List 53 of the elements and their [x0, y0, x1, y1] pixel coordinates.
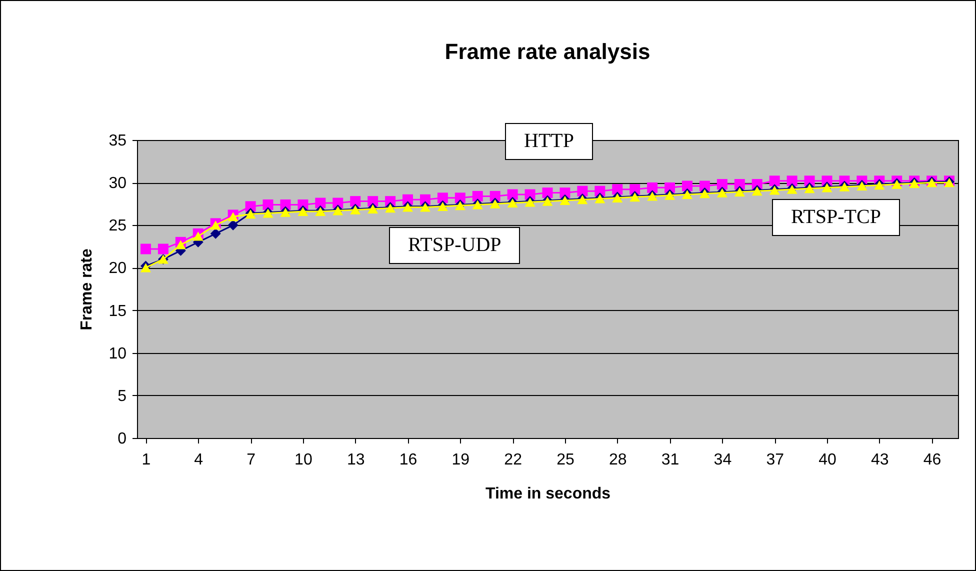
x-tick-label: 10 [294, 452, 312, 468]
point [158, 244, 168, 254]
x-tick-label: 4 [194, 452, 204, 468]
point [647, 182, 658, 193]
y-tick-label: 0 [118, 430, 127, 448]
x-tick-label: 40 [818, 452, 836, 468]
y-tick-label: 35 [108, 132, 127, 150]
point [140, 263, 151, 272]
x-tick-label: 19 [452, 452, 470, 468]
point [228, 220, 238, 230]
x-tick-label: 16 [399, 452, 418, 468]
y-tick-label: 30 [108, 175, 127, 192]
point [140, 244, 151, 254]
x-tick-label: 46 [923, 452, 942, 468]
x-tick-label: 25 [556, 452, 574, 468]
x-tick-label: 37 [766, 452, 784, 468]
x-tick-label: 34 [714, 452, 732, 468]
point [262, 199, 274, 210]
x-tick-label: 13 [346, 452, 365, 468]
y-tick-label: 5 [118, 388, 127, 405]
x-tick-label: 22 [504, 452, 522, 468]
annotation: RTSP-TCP [772, 199, 900, 236]
x-tick-label: 31 [661, 452, 680, 468]
x-tick-label: 28 [608, 452, 627, 468]
x-tick-label: 1 [142, 452, 151, 468]
y-tick-label: 15 [108, 302, 127, 320]
point [612, 184, 623, 195]
point [228, 212, 238, 222]
point [192, 232, 204, 241]
point [577, 186, 588, 196]
point [682, 180, 692, 192]
point [769, 176, 780, 186]
point [175, 240, 186, 250]
x-axis-title: Time in seconds [485, 486, 611, 502]
point [350, 196, 361, 207]
y-tick-label: 25 [108, 218, 127, 235]
chart-title: Frame rate analysis [444, 39, 650, 64]
point [716, 179, 728, 190]
x-tick-label: 7 [246, 452, 256, 468]
point [524, 189, 536, 200]
y-tick-label: 10 [108, 345, 127, 362]
point [507, 189, 518, 200]
x-tick-label: 43 [870, 452, 889, 468]
point [437, 192, 448, 204]
point [472, 190, 483, 202]
point [315, 198, 326, 208]
annotation: HTTP [505, 123, 593, 160]
y-tick-label: 20 [108, 260, 127, 278]
y-axis-title: Frame rate [78, 248, 96, 330]
point [210, 228, 221, 239]
annotation: RTSP-UDP [389, 227, 520, 264]
point [786, 176, 798, 186]
point [210, 220, 221, 230]
